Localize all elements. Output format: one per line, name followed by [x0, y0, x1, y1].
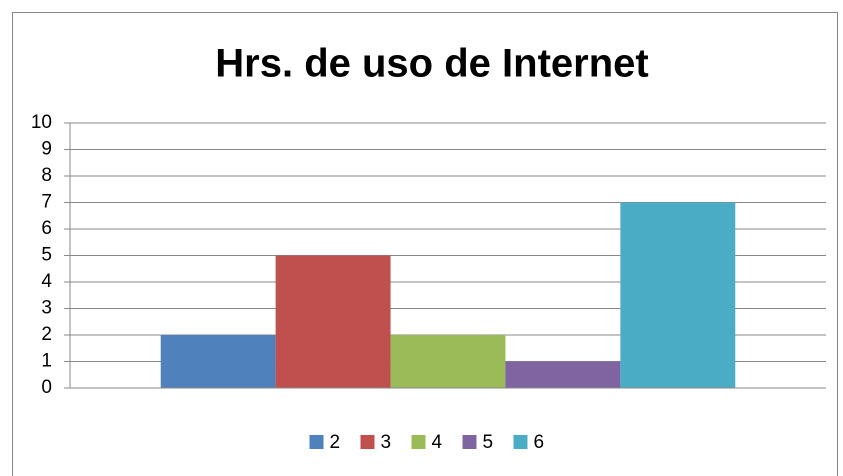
legend-swatch: [309, 435, 324, 449]
legend-label: 6: [534, 432, 545, 453]
legend-label: 4: [432, 432, 443, 453]
y-tick-label: 0: [41, 377, 52, 398]
y-tick-label: 10: [31, 112, 52, 133]
y-tick-label: 3: [41, 298, 52, 319]
y-tick-label: 2: [41, 324, 52, 345]
bar: [275, 255, 391, 388]
legend-label: 5: [483, 432, 494, 453]
y-tick-label: 8: [41, 165, 52, 186]
y-tick-label: 7: [41, 192, 52, 213]
legend-swatch: [411, 435, 426, 449]
legend-swatch: [360, 435, 375, 449]
y-tick-label: 4: [41, 271, 52, 292]
legend-swatch: [513, 435, 528, 449]
y-tick-label: 1: [41, 351, 52, 372]
chart-title: Hrs. de uso de Internet: [215, 42, 648, 86]
bar: [390, 335, 506, 388]
legend-label: 3: [381, 432, 392, 453]
y-tick-label: 6: [41, 218, 52, 239]
y-tick-label: 5: [41, 245, 52, 266]
legend-label: 2: [330, 432, 341, 453]
bar: [160, 335, 276, 388]
bar: [620, 202, 736, 388]
y-tick-label: 9: [41, 139, 52, 160]
bar: [505, 361, 621, 388]
legend-swatch: [462, 435, 477, 449]
